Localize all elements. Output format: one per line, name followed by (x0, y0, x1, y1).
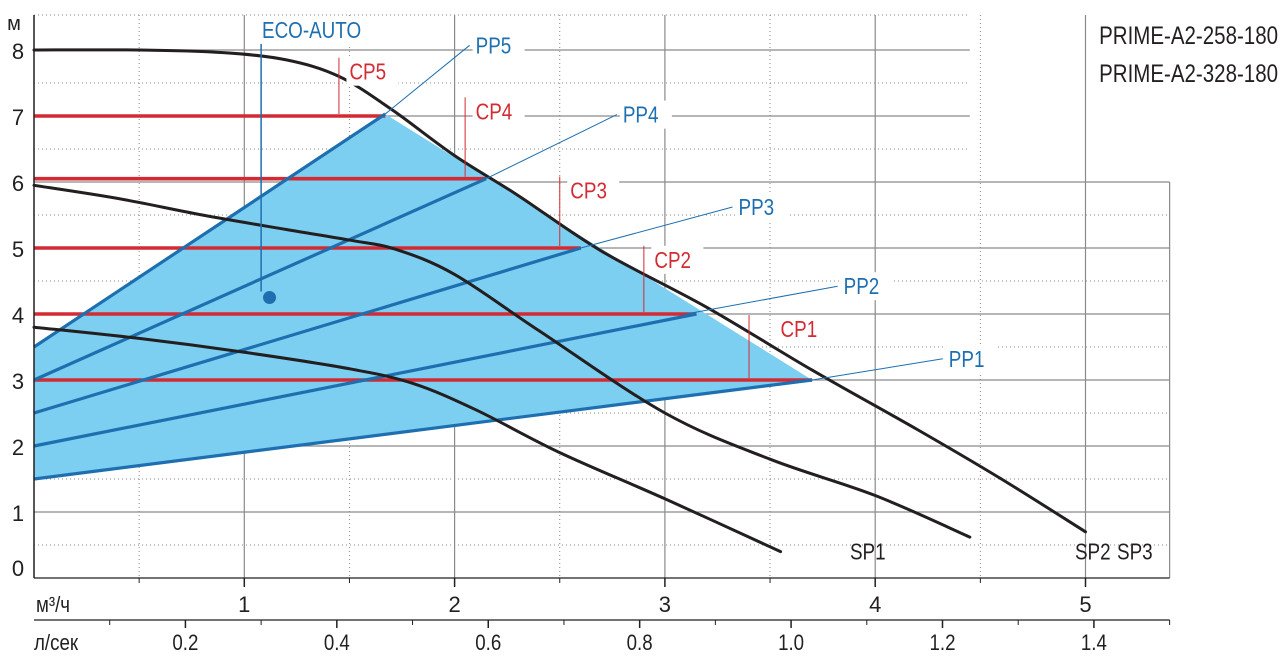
y-tick-label: 8 (12, 39, 24, 64)
series-pp4-label: PP4 (623, 103, 659, 128)
series-pp2-label: PP2 (844, 275, 880, 300)
x-tick-label-ls: 0.6 (475, 632, 501, 656)
series-cp4-label-bg (472, 97, 525, 126)
series-sp2-label: SP2 (1075, 540, 1111, 565)
series-sp3-label: SP3 (1117, 540, 1153, 565)
series-pp1-line (33, 378, 813, 481)
series-pp1-label-bg (945, 344, 998, 373)
x-tick-label-m3h: 2 (448, 592, 460, 617)
model-name-2: PRIME-A2-328-180 (1099, 60, 1278, 88)
y-tick-label: 2 (12, 435, 24, 460)
series-sp1-line (32, 325, 783, 554)
x-tick-label-m3h: 4 (869, 592, 881, 617)
series-pp3-line (33, 246, 582, 415)
series-pp5-leader (384, 44, 470, 115)
series-cp3-label-bg (567, 176, 620, 205)
curves (32, 48, 1087, 554)
eco-auto-point (263, 291, 277, 304)
series-pp5-line (33, 112, 387, 349)
y-tick-label: 4 (12, 303, 24, 328)
series-pp3-leader (580, 206, 733, 249)
series-cp1-label: CP1 (781, 317, 818, 342)
series-pp3-label-bg (735, 193, 788, 221)
curve-labels: SP1 SP2 SP3 PP1 PP2 PP3 PP4 PP5 CP1 CP2 CP3 CP4 CP5 E… (258, 16, 1153, 565)
series-sp2-line (32, 183, 972, 539)
series-pp2-line (33, 312, 697, 448)
eco-auto-label: ECO-AUTO (262, 18, 361, 43)
eco-auto-label-bg (258, 16, 364, 44)
series-cp3-label: CP3 (570, 179, 607, 204)
series-cp2-label-bg (651, 245, 704, 274)
series-pp2-leader (685, 285, 838, 315)
x-tick-label-ls: 0.4 (324, 632, 350, 656)
series-sp1-label: SP1 (850, 540, 886, 565)
y-axis-unit: м (7, 13, 21, 35)
series-pp5-label: PP5 (476, 34, 512, 59)
y-tick-label: 0 (12, 556, 24, 581)
x-axis-unit-ls: л/сек (34, 632, 79, 656)
x-tick-label-ls: 1.0 (778, 632, 804, 656)
model-name-1: PRIME-A2-258-180 (1099, 22, 1278, 50)
series-cp4-label: CP4 (476, 100, 513, 125)
x-tick-label-ls: 0.2 (172, 632, 198, 656)
y-tick-label: 7 (12, 105, 24, 130)
series-cp1-label-bg (777, 315, 830, 344)
x-tick-label-m3h: 5 (1079, 592, 1091, 617)
x-tick-label-ls: 0.8 (627, 632, 653, 656)
series-pp4-label-bg (619, 100, 672, 129)
y-tick-label: 3 (12, 369, 24, 394)
series-pp4-line (33, 177, 487, 382)
series-cp2-label: CP2 (654, 248, 691, 273)
series-pp1-leader (812, 358, 943, 381)
series-pp2-label-bg (840, 272, 893, 301)
series-cp5-label: CP5 (349, 60, 386, 85)
x-tick-label-m3h: 3 (659, 592, 671, 617)
series-pp3-label: PP3 (739, 195, 775, 220)
x-tick-label-ls: 1.4 (1081, 632, 1107, 656)
series-sp3-line (32, 48, 1087, 534)
y-tick-label: 6 (12, 171, 24, 196)
series-pp1-label: PP1 (949, 347, 985, 372)
x-tick-label-ls: 1.2 (930, 632, 956, 656)
series-pp4-leader (485, 114, 618, 180)
y-tick-label: 5 (12, 237, 24, 262)
axes: 0 1 2 3 4 5 6 7 8 м 1 2 3 4 5 м³/ч 0.2 0.4 0.6 0.8 1.0 1.2 1.4… (7, 13, 1171, 656)
series-cp5-label-bg (346, 57, 399, 86)
x-tick-label-m3h: 1 (238, 592, 250, 617)
x-axis-unit-m3h: м³/ч (36, 594, 70, 618)
y-tick-label: 1 (12, 501, 24, 526)
series-pp5-label-bg (472, 31, 525, 60)
